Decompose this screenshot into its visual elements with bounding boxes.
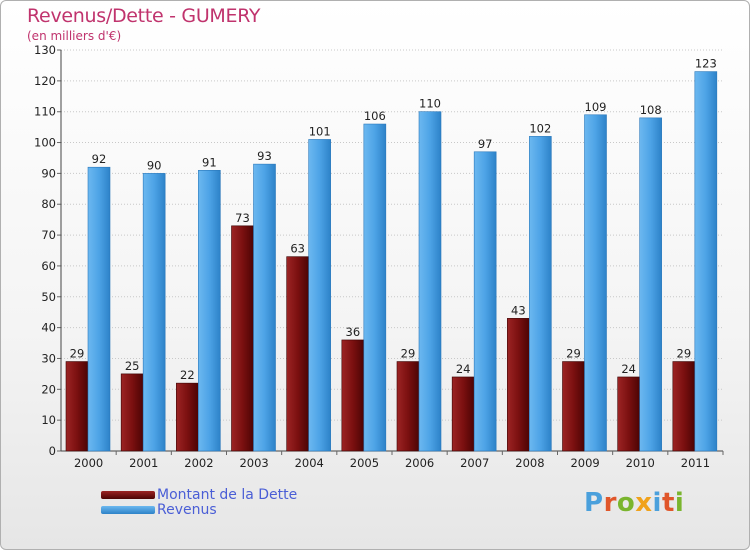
value-label-revenus: 92 (92, 152, 107, 166)
bar-revenus (473, 151, 497, 452)
x-tick-label: 2010 (626, 456, 655, 470)
bar-revenus (639, 117, 662, 452)
bar-dette (176, 382, 199, 452)
y-tick-label: 60 (41, 259, 56, 273)
value-label-dette: 43 (511, 303, 526, 317)
value-label-dette: 25 (125, 359, 140, 373)
y-tick-label: 80 (41, 197, 56, 211)
legend-swatch-revenus (101, 505, 155, 514)
value-label-revenus: 108 (640, 103, 662, 117)
value-label-revenus: 123 (695, 57, 717, 71)
x-tick-label: 2009 (570, 456, 599, 470)
x-tick-label: 2001 (129, 456, 158, 470)
bar-revenus (584, 114, 607, 452)
x-tick-label: 2002 (184, 456, 213, 470)
y-tick-label: 110 (34, 105, 56, 119)
bar-dette (396, 361, 420, 452)
proxiti-logo: Proxiti (584, 488, 684, 518)
value-label-dette: 29 (401, 347, 416, 361)
x-tick-label: 2011 (681, 456, 710, 470)
value-label-revenus: 101 (309, 124, 331, 138)
y-tick-label: 10 (41, 413, 56, 427)
logo-letter: P (584, 488, 604, 518)
bar-dette (617, 376, 640, 452)
bar-revenus (308, 139, 331, 452)
bar-revenus (87, 166, 111, 452)
y-tick-label: 40 (41, 321, 56, 335)
x-tick-label: 2000 (74, 456, 103, 470)
value-label-dette: 29 (566, 347, 581, 361)
logo-letter: t (661, 488, 675, 518)
bar-dette (451, 376, 475, 452)
bar-revenus (418, 111, 442, 452)
bar-dette (231, 225, 254, 452)
value-label-dette: 36 (346, 325, 361, 339)
logo-letter: i (674, 488, 685, 518)
value-label-revenus: 102 (529, 121, 551, 135)
logo-letter: o (616, 488, 636, 518)
bar-revenus (253, 163, 276, 452)
y-tick-label: 90 (41, 166, 56, 180)
bar-revenus (198, 170, 221, 452)
logo-letter: x (635, 488, 653, 518)
x-tick-label: 2006 (405, 456, 434, 470)
bar-dette (65, 361, 89, 452)
legend-item-revenus: Revenus (101, 501, 297, 518)
bar-revenus (694, 71, 718, 452)
y-tick-label: 120 (34, 74, 56, 88)
bar-dette (562, 361, 585, 452)
chart-title: Revenus/Dette - GUMERY (27, 5, 261, 27)
bar-revenus (142, 173, 166, 452)
y-tick-label: 30 (41, 351, 56, 365)
bar-revenus (363, 123, 387, 452)
logo-letter: r (603, 488, 617, 518)
value-label-dette: 24 (621, 362, 636, 376)
value-label-dette: 24 (456, 362, 471, 376)
bar-dette (120, 373, 144, 452)
value-label-dette: 63 (290, 242, 305, 256)
value-label-dette: 29 (70, 347, 85, 361)
legend-swatch-dette (101, 490, 155, 499)
value-label-revenus: 91 (202, 155, 217, 169)
x-tick-label: 2008 (515, 456, 544, 470)
value-label-revenus: 90 (147, 158, 162, 172)
bar-revenus (529, 136, 552, 452)
x-tick-label: 2005 (350, 456, 379, 470)
value-label-dette: 73 (235, 211, 250, 225)
value-label-revenus: 93 (257, 149, 272, 163)
bar-dette (507, 318, 530, 452)
x-tick-label: 2007 (460, 456, 489, 470)
legend-label-dette: Montant de la Dette (157, 486, 298, 503)
chart-subtitle: (en milliers d'€) (27, 29, 122, 43)
y-tick-label: 130 (34, 43, 56, 57)
x-tick-label: 2003 (239, 456, 268, 470)
y-tick-label: 100 (34, 136, 56, 150)
value-label-dette: 29 (677, 347, 692, 361)
value-label-dette: 22 (180, 368, 195, 382)
value-label-revenus: 106 (364, 109, 386, 123)
chart-legend: Montant de la Dette Revenus (101, 486, 298, 518)
y-tick-label: 0 (49, 444, 56, 458)
value-label-revenus: 97 (478, 137, 493, 151)
bar-dette (341, 339, 365, 452)
y-tick-label: 20 (41, 382, 56, 396)
value-label-revenus: 109 (585, 100, 607, 114)
y-tick-label: 50 (41, 290, 56, 304)
legend-item-dette: Montant de la Dette (101, 486, 298, 503)
y-tick-label: 70 (41, 228, 56, 242)
x-tick-label: 2004 (295, 456, 324, 470)
value-label-revenus: 110 (419, 97, 441, 111)
legend-label-revenus: Revenus (157, 501, 217, 518)
logo-letter: i (652, 488, 662, 518)
bar-dette (286, 256, 309, 452)
bar-dette (672, 361, 696, 452)
